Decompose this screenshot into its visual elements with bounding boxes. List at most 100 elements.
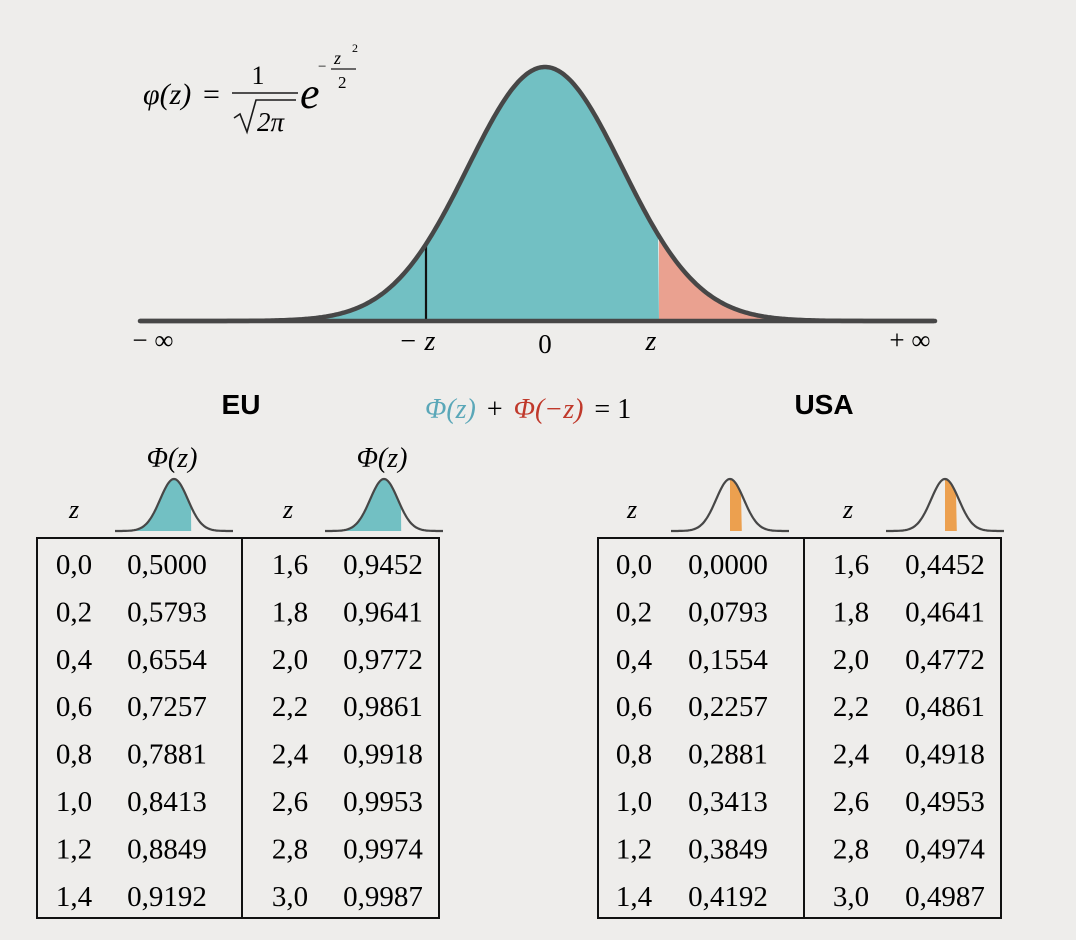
mini-curve-outline xyxy=(325,477,443,533)
eu-z-cell: 0,0 xyxy=(56,549,92,581)
eu-z-cell: 2,8 xyxy=(272,833,308,865)
usa-z-cell: 2,0 xyxy=(833,644,869,676)
mini-curve-outline xyxy=(886,477,1004,533)
usa-value-cell: 0,0793 xyxy=(688,596,768,628)
usa-z-header-1: z xyxy=(626,495,637,524)
usa-z-header-2: z xyxy=(842,495,853,524)
mini-curve-band-icon xyxy=(671,477,789,533)
usa-value-cell: 0,1554 xyxy=(688,644,768,676)
sqrt-sign xyxy=(233,99,296,135)
eu-z-cell: 1,4 xyxy=(56,881,93,913)
eu-phi-label-1: Φ(z) xyxy=(147,443,198,474)
usa-z-cell: 2,4 xyxy=(833,739,870,771)
eu-value-cell: 0,5793 xyxy=(127,596,207,628)
area-phi-z xyxy=(140,67,659,321)
usa-table-border xyxy=(597,537,1002,919)
formula-exp-num: z xyxy=(333,48,341,68)
usa-value-cell: 0,4918 xyxy=(905,739,985,771)
eu-value-cell: 0,9452 xyxy=(343,549,423,581)
mini-curve-outline xyxy=(671,477,789,533)
usa-value-cell: 0,2881 xyxy=(688,739,768,771)
label-z: z xyxy=(645,326,657,357)
formula-lhs: φ(z) xyxy=(143,78,191,111)
usa-z-cell: 1,4 xyxy=(616,881,653,913)
usa-z-cell: 3,0 xyxy=(833,881,869,913)
eu-value-cell: 0,5000 xyxy=(127,549,207,581)
mini-curve-band-icon xyxy=(886,477,1004,533)
label-zero: 0 xyxy=(538,329,552,359)
usa-value-cell: 0,3413 xyxy=(688,786,768,818)
usa-table: 0,0 0,0000 0,2 0,0793 0,4 0,1554 0,6 0,2257 0,8 0… xyxy=(597,537,1002,919)
usa-value-cell: 0,4192 xyxy=(688,881,768,913)
formula-sqrt-content: 2π xyxy=(257,107,286,137)
label-neg-z: − z xyxy=(399,326,436,357)
eu-value-cell: 0,6554 xyxy=(127,644,207,676)
eu-z-cell: 2,4 xyxy=(272,739,309,771)
eu-phi-label-2: Φ(z) xyxy=(357,443,408,474)
eu-z-header-1: z xyxy=(68,495,79,524)
eu-z-cell: 0,4 xyxy=(56,644,93,676)
usa-value-cell: 0,4772 xyxy=(905,644,985,676)
density-formula: φ(z) = 1 2π e − z 2 2 xyxy=(143,41,358,137)
formula-equals: = xyxy=(203,78,220,111)
usa-z-cell: 0,4 xyxy=(616,644,653,676)
label-neg-infinity: − ∞ xyxy=(132,325,173,355)
eu-z-cell: 3,0 xyxy=(272,881,308,913)
usa-value-cell: 0,4974 xyxy=(905,833,985,865)
usa-value-cell: 0,3849 xyxy=(688,833,768,865)
eu-z-header-2: z xyxy=(282,495,293,524)
eu-value-cell: 0,9974 xyxy=(343,833,423,865)
eu-z-cell: 0,8 xyxy=(56,739,92,771)
mini-curve-phi-icon xyxy=(325,477,443,533)
eu-z-cell: 2,0 xyxy=(272,644,308,676)
eu-value-cell: 0,8413 xyxy=(127,786,207,818)
label-pos-infinity: + ∞ xyxy=(889,325,930,355)
bell-curve-graphic xyxy=(137,64,938,324)
eu-value-cell: 0,9987 xyxy=(343,881,423,913)
area-upper-tail xyxy=(659,236,935,321)
identity-equals-one: = 1 xyxy=(594,394,631,425)
eu-value-cell: 0,8849 xyxy=(127,833,207,865)
usa-value-cell: 0,4452 xyxy=(905,549,985,581)
eu-z-cell: 1,8 xyxy=(272,596,308,628)
usa-title: USA xyxy=(794,389,853,420)
eu-value-cell: 0,7257 xyxy=(127,691,207,723)
mini-curve-shaded-area xyxy=(325,479,402,531)
identity-plus: + xyxy=(487,394,503,425)
formula-exp-sign: − xyxy=(318,59,326,75)
usa-value-cell: 0,2257 xyxy=(688,691,768,723)
identity-phi-neg-z: Φ(−z) xyxy=(514,394,584,425)
usa-z-cell: 1,2 xyxy=(616,833,652,865)
mini-curve-shaded-area xyxy=(730,479,742,531)
usa-value-cell: 0,0000 xyxy=(688,549,768,581)
usa-z-cell: 0,0 xyxy=(616,549,652,581)
usa-z-cell: 1,8 xyxy=(833,596,869,628)
eu-value-cell: 0,9861 xyxy=(343,691,423,723)
usa-value-cell: 0,4953 xyxy=(905,786,985,818)
eu-table: 0,0 0,5000 0,2 0,5793 0,4 0,6554 0,6 0,7257 0,8 0… xyxy=(36,537,440,919)
eu-value-cell: 0,9953 xyxy=(343,786,423,818)
usa-z-cell: 2,8 xyxy=(833,833,869,865)
eu-value-cell: 0,9641 xyxy=(343,596,423,628)
usa-z-cell: 0,2 xyxy=(616,596,652,628)
usa-value-cell: 0,4861 xyxy=(905,691,985,723)
usa-value-cell: 0,4987 xyxy=(905,881,985,913)
axis-labels: − ∞ − z 0 z + ∞ xyxy=(132,325,930,359)
symmetry-identity: Φ(z) + Φ(−z) = 1 xyxy=(425,394,631,425)
mini-curve-shaded-area xyxy=(115,479,192,531)
formula-exp-pow: 2 xyxy=(352,41,358,55)
usa-z-cell: 2,6 xyxy=(833,786,869,818)
identity-phi-z: Φ(z) xyxy=(425,394,476,425)
formula-numerator: 1 xyxy=(252,61,265,90)
eu-title: EU xyxy=(222,389,261,420)
usa-z-cell: 1,0 xyxy=(616,786,652,818)
eu-value-cell: 0,7881 xyxy=(127,739,207,771)
eu-z-cell: 2,2 xyxy=(272,691,308,723)
usa-z-cell: 2,2 xyxy=(833,691,869,723)
usa-z-cell: 1,6 xyxy=(833,549,869,581)
eu-z-cell: 0,2 xyxy=(56,596,92,628)
eu-value-cell: 0,9192 xyxy=(127,881,207,913)
eu-value-cell: 0,9918 xyxy=(343,739,423,771)
mini-curve-shaded-area xyxy=(945,479,957,531)
